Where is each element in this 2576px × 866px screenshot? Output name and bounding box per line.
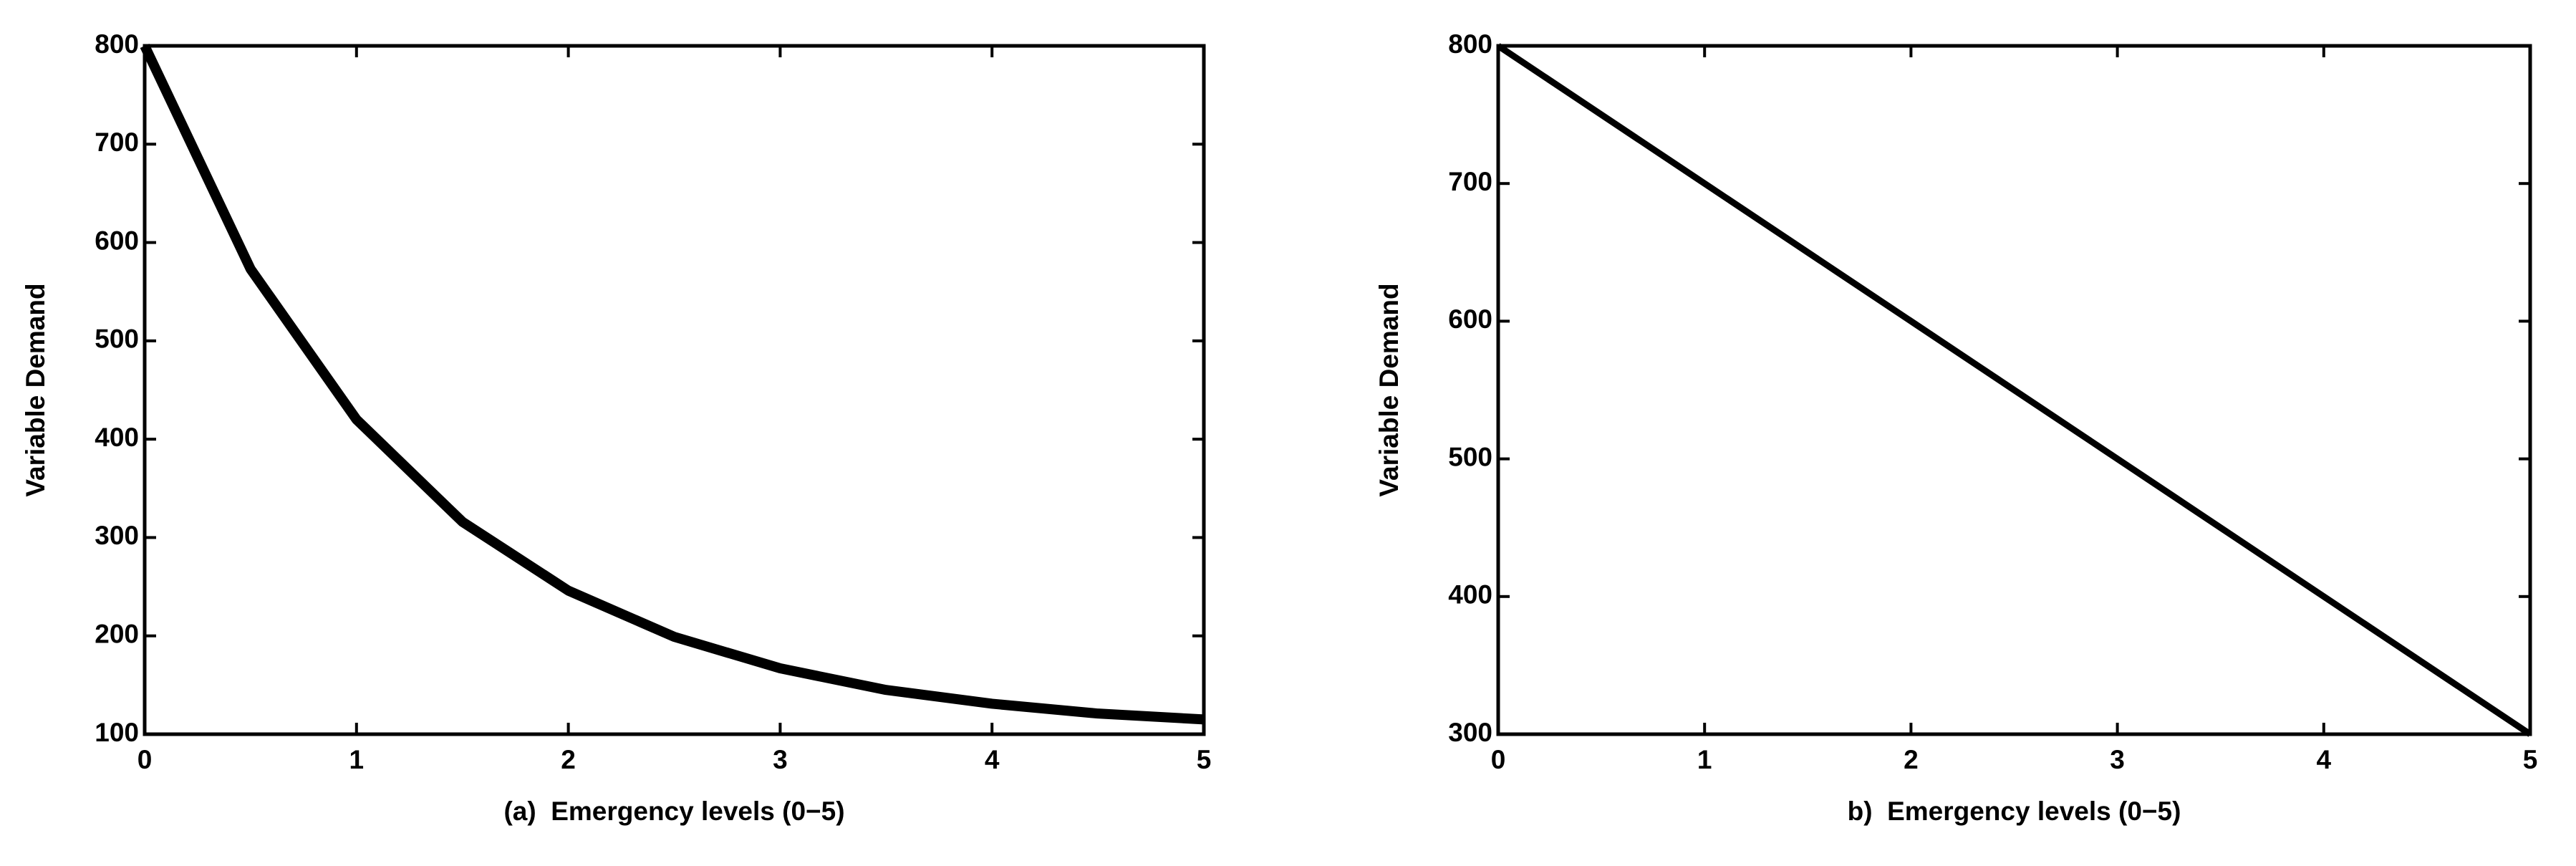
y-axis-label: Variable Demand: [21, 283, 50, 496]
y-axis-label: Variable Demand: [1374, 283, 1404, 496]
x-axis-label: b) Emergency levels (0−5): [1848, 797, 2181, 826]
y-tick-label: 200: [95, 619, 139, 648]
y-tick-label: 700: [1448, 167, 1492, 196]
y-tick-label: 400: [1448, 580, 1492, 610]
x-tick-label: 1: [1697, 745, 1712, 774]
x-tick-label: 0: [1491, 745, 1506, 774]
y-tick-label: 100: [95, 718, 139, 747]
x-tick-label: 5: [1197, 745, 1212, 774]
y-tick-label: 800: [1448, 29, 1492, 59]
x-tick-label: 2: [561, 745, 576, 774]
y-tick-label: 300: [1448, 718, 1492, 747]
data-line: [140, 43, 1205, 725]
y-tick-label: 600: [1448, 304, 1492, 334]
x-tick-label: 1: [349, 745, 365, 774]
x-tick-label: 3: [773, 745, 788, 774]
x-tick-label: 3: [2110, 745, 2125, 774]
data-line: [1496, 43, 2532, 737]
plot-frame: [143, 44, 1206, 736]
y-tick-label: 600: [95, 226, 139, 255]
x-tick-label: 2: [1904, 745, 1919, 774]
y-tick-label: 400: [95, 423, 139, 452]
plot-frame: [1496, 44, 2532, 736]
x-tick-label: 4: [2317, 745, 2332, 774]
y-tick-label: 500: [95, 324, 139, 354]
x-tick-label: 5: [2523, 745, 2538, 774]
x-tick-label: 4: [985, 745, 1000, 774]
x-tick-label: 0: [138, 745, 153, 774]
y-tick-label: 500: [1448, 442, 1492, 471]
x-axis-label: (a) Emergency levels (0−5): [503, 797, 844, 826]
y-tick-label: 700: [95, 128, 139, 157]
y-tick-label: 300: [95, 521, 139, 550]
y-tick-label: 800: [95, 29, 139, 59]
